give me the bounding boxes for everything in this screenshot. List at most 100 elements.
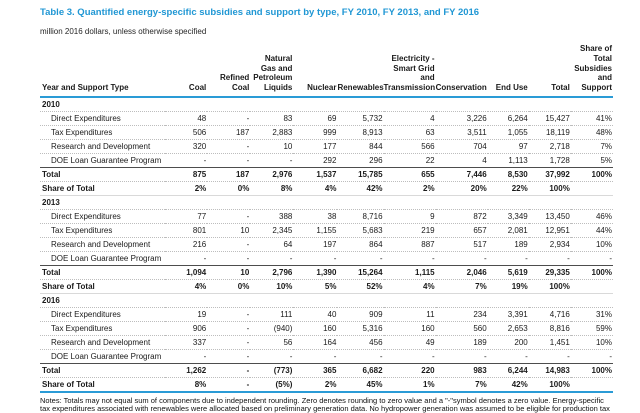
cell-value: 56 — [250, 335, 294, 350]
cell-value: 657 — [435, 223, 488, 238]
cell-value: 100% — [528, 377, 571, 393]
cell-value: 177 — [293, 139, 338, 154]
cell-value: (940) — [250, 321, 294, 336]
cell-value: - — [435, 251, 488, 266]
cell-value: - — [487, 251, 529, 266]
cell-value: 872 — [435, 209, 488, 224]
cell-value: 1,115 — [383, 264, 436, 280]
cell-value: 2,718 — [528, 139, 571, 154]
total-row: Total 1,262- (773) 365 6,682 220 983 6,244 14,98… — [40, 362, 613, 378]
row-label: DOE Loan Guarantee Program — [40, 349, 166, 364]
row-label: DOE Loan Guarantee Program — [40, 251, 166, 266]
cell-value: 59% — [570, 321, 613, 336]
cell-value: - — [528, 251, 571, 266]
cell-value: 15,427 — [528, 111, 571, 126]
cell-value: 2,046 — [435, 264, 488, 280]
cell-value: 2% — [293, 377, 338, 393]
cell-value: 1,262 — [165, 362, 208, 378]
cell-value: 160 — [293, 321, 338, 336]
cell-value: 42% — [487, 377, 529, 393]
cell-value: 2% — [165, 181, 208, 196]
subsidy-table: Year and Support Type Coal Refined Coal Nat… — [40, 42, 613, 393]
row-label: Tax Expenditures — [40, 223, 166, 238]
cell-value: 3,511 — [435, 125, 488, 140]
cell-value: 4% — [165, 279, 208, 294]
cell-value: 5,619 — [487, 264, 529, 280]
cell-value: 1,055 — [487, 125, 529, 140]
cell-value: 7% — [570, 139, 613, 154]
cell-value: 8,913 — [337, 125, 384, 140]
cell-value: - — [207, 349, 251, 364]
cell-value: 40 — [293, 307, 338, 322]
year-label: 2013 — [40, 195, 613, 210]
cell-value: 909 — [337, 307, 384, 322]
cell-value: 41% — [570, 111, 613, 126]
cell-value: - — [383, 349, 436, 364]
cell-value: 365 — [293, 362, 338, 378]
year-label: 2016 — [40, 293, 613, 308]
column-header: Renewables — [337, 42, 384, 98]
year-label: 2010 — [40, 96, 613, 112]
cell-value: 704 — [435, 139, 488, 154]
cell-value: 2,345 — [250, 223, 294, 238]
cell-value: 13,450 — [528, 209, 571, 224]
column-header: Share of Total Subsidies and Support — [570, 42, 613, 98]
cell-value: 0% — [207, 181, 251, 196]
cell-value: - — [337, 349, 384, 364]
cell-value: (5%) — [250, 377, 294, 393]
cell-value: 100% — [570, 362, 613, 378]
cell-value: 560 — [435, 321, 488, 336]
cell-value: 456 — [337, 335, 384, 350]
cell-value: 160 — [383, 321, 436, 336]
column-header: Coal — [165, 42, 208, 98]
table-notes: Notes: Totals may not equal sum of compo… — [40, 395, 610, 413]
cell-value: 22% — [487, 181, 529, 196]
row-label: Direct Expenditures — [40, 209, 166, 224]
cell-value: 219 — [383, 223, 436, 238]
cell-value: 49 — [383, 335, 436, 350]
column-header: Conservation — [435, 42, 488, 98]
cell-value: 100% — [528, 279, 571, 294]
share-row: Share of Total 2% 0% 8% 4% 42% 2% 20% 22% 100% — [40, 181, 613, 196]
cell-value: 100% — [528, 181, 571, 196]
cell-value: 2,976 — [250, 166, 294, 182]
cell-value: 111 — [250, 307, 294, 322]
cell-value: 1,728 — [528, 153, 571, 168]
cell-value: 3,226 — [435, 111, 488, 126]
cell-value: 6,244 — [487, 362, 529, 378]
cell-value: 1,094 — [165, 264, 208, 280]
cell-value: 3,349 — [487, 209, 529, 224]
cell-value: 388 — [250, 209, 294, 224]
cell-value: 12,951 — [528, 223, 571, 238]
row-label: Direct Expenditures — [40, 307, 166, 322]
cell-value: - — [207, 362, 251, 378]
row-label: Direct Expenditures — [40, 111, 166, 126]
column-header: Natural Gas and Petroleum Liquids — [250, 42, 294, 98]
cell-value: 164 — [293, 335, 338, 350]
cell-value: 7,446 — [435, 166, 488, 182]
cell-value: 31% — [570, 307, 613, 322]
cell-value: 7% — [435, 279, 488, 294]
table-header: Year and Support Type Coal Refined Coal Nat… — [40, 42, 613, 98]
cell-value: - — [207, 237, 251, 252]
cell-value: 20% — [435, 181, 488, 196]
cell-value: - — [165, 251, 208, 266]
row-label: Tax Expenditures — [40, 321, 166, 336]
cell-value: - — [165, 153, 208, 168]
cell-value: - — [207, 307, 251, 322]
cell-value: 5,316 — [337, 321, 384, 336]
cell-value: 1,451 — [528, 335, 571, 350]
data-row: DOE Loan Guarantee Program - - - - - - - - - - — [40, 251, 613, 266]
cell-value: 5,732 — [337, 111, 384, 126]
cell-value: 10% — [570, 237, 613, 252]
cell-value — [570, 279, 613, 294]
cell-value: 187 — [207, 125, 251, 140]
row-label: Share of Total — [40, 181, 166, 196]
cell-value: - — [250, 153, 294, 168]
cell-value: 42% — [337, 181, 384, 196]
cell-value: 100% — [570, 166, 613, 182]
cell-value: 2,934 — [528, 237, 571, 252]
cell-value: 2,653 — [487, 321, 529, 336]
row-label: Total — [40, 166, 166, 182]
